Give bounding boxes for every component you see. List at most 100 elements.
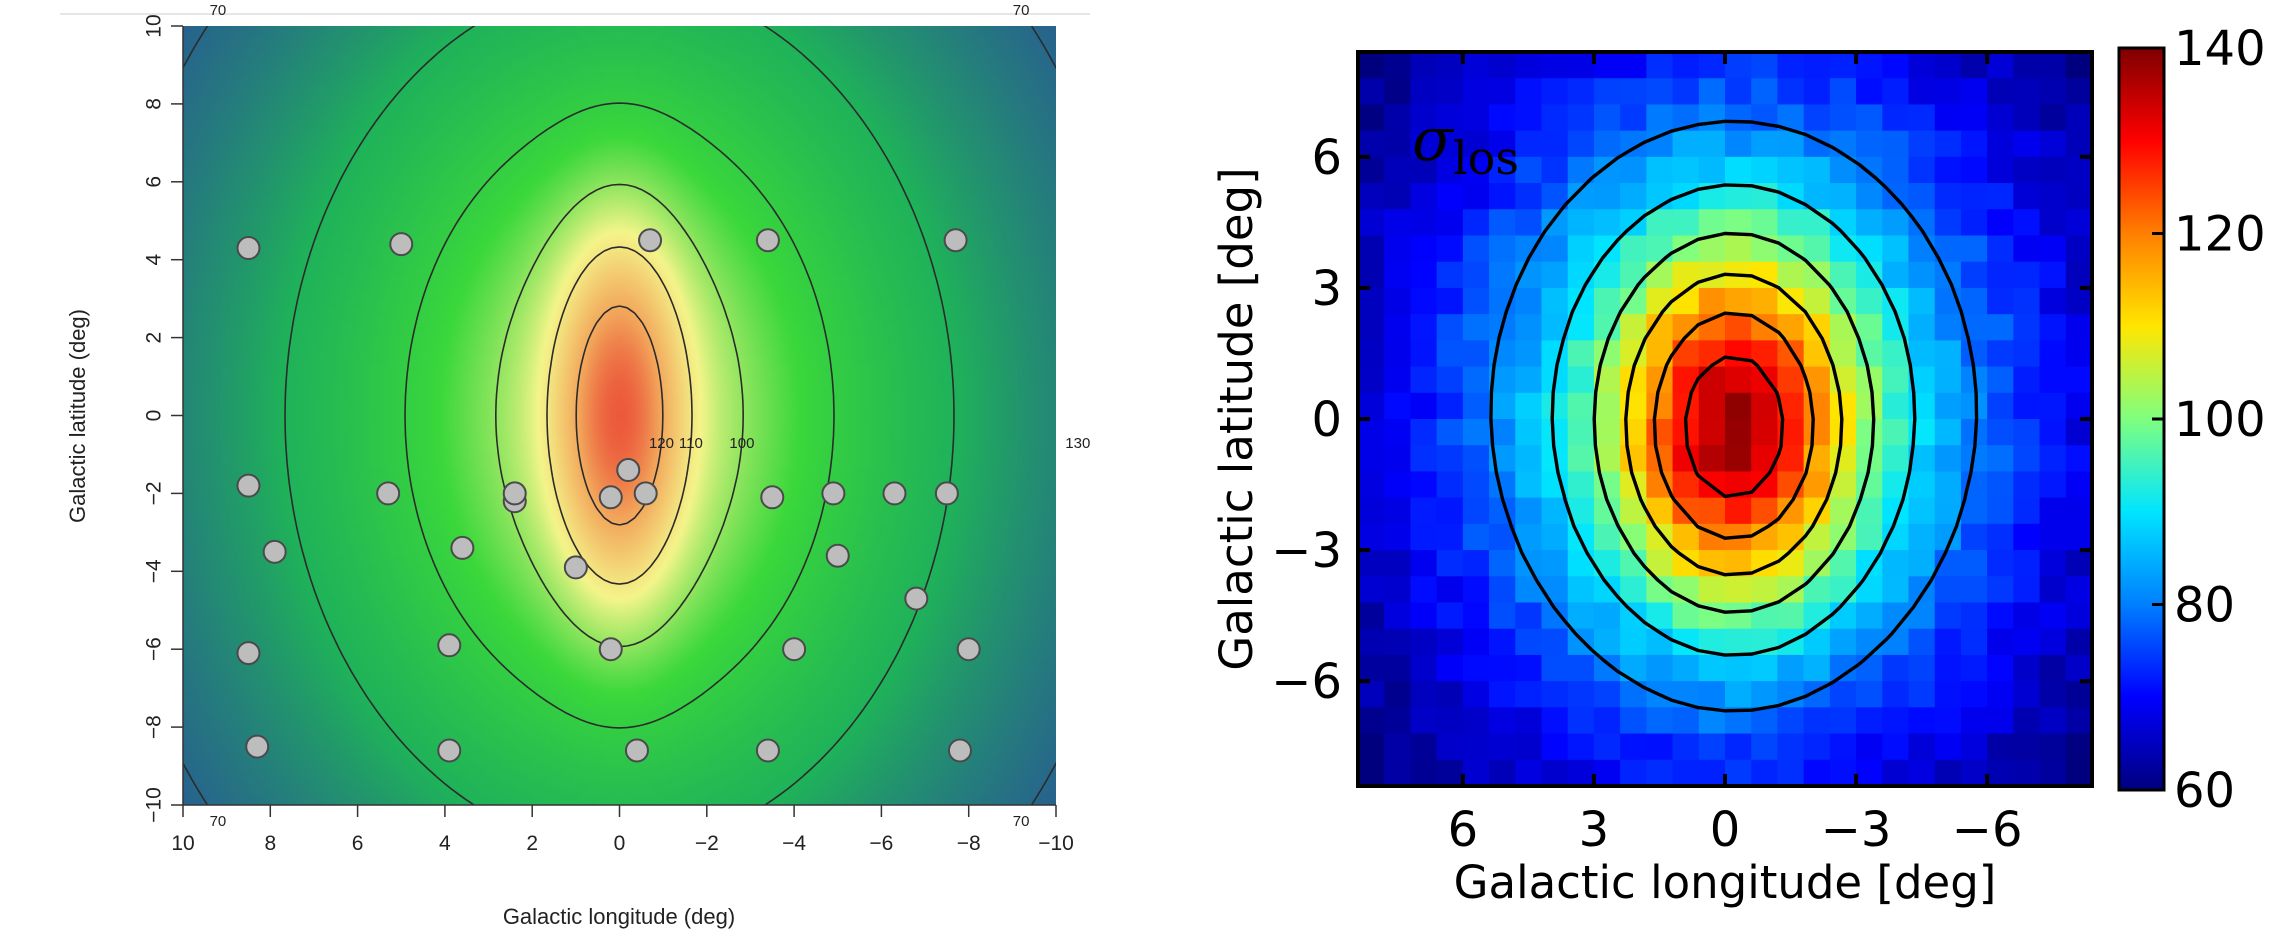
contour-line-80 [1489, 119, 1979, 713]
heatmap-cell [1384, 366, 1412, 394]
field-point [437, 633, 462, 658]
heatmap-cell [1987, 628, 2014, 656]
heatmap-cell [1725, 314, 1752, 341]
heatmap-cell [1987, 602, 2014, 630]
heatmap-cell [1462, 602, 1490, 630]
heatmap-cell [1672, 471, 1700, 499]
heatmap-cell [1646, 654, 1674, 682]
heatmap-cell [1882, 235, 1910, 263]
right-ytick-label: 0 [1311, 392, 1342, 448]
heatmap-cell [1515, 628, 1543, 656]
heatmap-cell [1410, 628, 1438, 656]
heatmap-cell [1698, 733, 1726, 761]
contour-line-120 [1652, 311, 1815, 540]
left-xtick-label: −2 [695, 832, 719, 855]
heatmap-cell [2039, 183, 2067, 210]
right-xtick-label: −6 [1952, 802, 2023, 858]
heatmap-cell [1541, 707, 1569, 735]
heatmap-cell [2013, 654, 2041, 682]
heatmap-cell [1908, 104, 1936, 132]
heatmap-cell [2039, 130, 2067, 158]
heatmap-cell [1960, 183, 1988, 210]
heatmap-cell [1436, 419, 1464, 446]
heatmap-cell [1934, 733, 1962, 761]
field-point [437, 738, 462, 763]
heatmap-cell [1436, 235, 1464, 263]
heatmap-cell [1515, 681, 1543, 708]
heatmap-cell [1803, 707, 1831, 735]
heatmap-cell [1934, 130, 1962, 158]
heatmap-cell [1462, 52, 1490, 79]
heatmap-cell [1987, 707, 2014, 735]
heatmap-cell [1436, 340, 1464, 368]
heatmap-cell [2013, 497, 2041, 525]
heatmap-cell [1620, 602, 1647, 630]
heatmap-cell [1410, 392, 1438, 420]
heatmap-cell [1987, 419, 2014, 446]
heatmap-cell [1620, 314, 1647, 341]
heatmap-cell [1489, 681, 1516, 708]
heatmap-cell [1410, 340, 1438, 368]
heatmap-cell [1358, 156, 1385, 184]
heatmap-cell [2013, 576, 2041, 604]
heatmap-cell [1725, 287, 1752, 315]
heatmap-cell [2039, 209, 2067, 237]
heatmap-cell [1358, 183, 1385, 210]
heatmap-cell [2039, 314, 2067, 341]
heatmap-cell [1593, 602, 1621, 630]
heatmap-cell [1934, 628, 1962, 656]
heatmap-cell [1358, 576, 1385, 604]
heatmap-cell [1987, 183, 2014, 210]
heatmap-cell [1646, 287, 1674, 315]
heatmap-cell [1698, 681, 1726, 708]
heatmap-cell [1908, 78, 1936, 106]
contour-label-100: 100 [729, 435, 754, 452]
heatmap-cell [1489, 156, 1516, 184]
heatmap-cell [1987, 445, 2014, 473]
heatmap-cell [1908, 156, 1936, 184]
left-ytick-label: 10 [143, 14, 166, 37]
heatmap-cell [1908, 471, 1936, 499]
heatmap-cell [1489, 576, 1516, 604]
heatmap-cell [1987, 392, 2014, 420]
heatmap-cell [1567, 104, 1595, 132]
heatmap-cell [1934, 707, 1962, 735]
heatmap-cell [2039, 445, 2067, 473]
heatmap-cell [1725, 681, 1752, 708]
contour-line-100 [495, 183, 744, 648]
field-point [755, 228, 780, 253]
heatmap-cell [1541, 104, 1569, 132]
heatmap-cell [1698, 576, 1726, 604]
field-point [245, 734, 270, 759]
heatmap-cell [1751, 156, 1779, 184]
left-heatmap-image [183, 26, 1056, 805]
heatmap-cell [1567, 759, 1595, 786]
heatmap-cell [1908, 733, 1936, 761]
heatmap-cell [1829, 340, 1857, 368]
heatmap-cell [1489, 602, 1516, 630]
heatmap-cell [1358, 209, 1385, 237]
heatmap-cell [1777, 523, 1805, 551]
heatmap-cell [1882, 156, 1910, 184]
heatmap-cell [1567, 419, 1595, 446]
heatmap-cell [1960, 759, 1988, 786]
heatmap-cell [2013, 78, 2041, 106]
right-ytick-label: 6 [1311, 130, 1342, 186]
heatmap-cell [1515, 209, 1543, 237]
heatmap-cell [1803, 235, 1831, 263]
heatmap-cell [1960, 654, 1988, 682]
heatmap-cell [1436, 707, 1464, 735]
heatmap-cell [1987, 130, 2014, 158]
heatmap-cell [1987, 681, 2014, 708]
heatmap-cell [1987, 235, 2014, 263]
heatmap-cell [1436, 287, 1464, 315]
heatmap-cell [1751, 576, 1779, 604]
heatmap-cell [1751, 209, 1779, 237]
field-point [376, 481, 401, 506]
heatmap-cell [1436, 602, 1464, 630]
heatmap-cell [2065, 445, 2092, 473]
colorbar-tick-label: 60 [2174, 763, 2235, 819]
heatmap-cell [1593, 287, 1621, 315]
field-point [760, 485, 785, 510]
